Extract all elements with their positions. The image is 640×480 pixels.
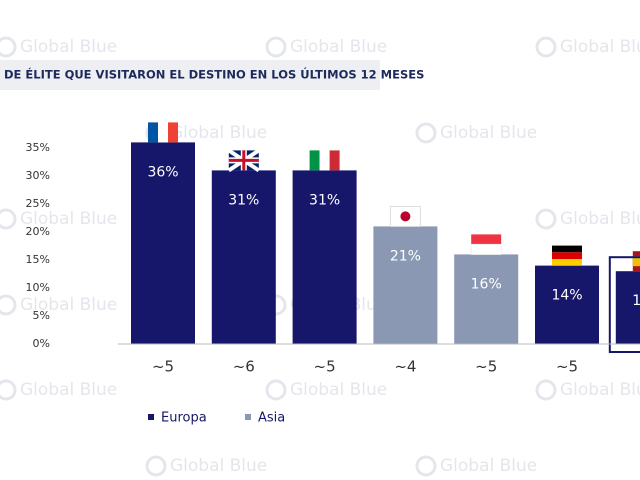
value-label: 14% <box>551 288 582 304</box>
flag <box>148 122 158 143</box>
bar <box>131 142 195 344</box>
bar <box>292 170 357 344</box>
value-label: 21% <box>390 248 421 264</box>
y-tick-label: 10% <box>26 281 50 294</box>
title-band <box>0 60 380 90</box>
y-tick-label: 5% <box>33 309 50 322</box>
x-tick-label: ~5 <box>475 358 497 376</box>
bar <box>373 226 438 344</box>
watermark-logo <box>0 208 17 230</box>
legend-swatch <box>245 414 251 420</box>
flag <box>309 150 320 171</box>
watermark: Global Blue <box>440 123 537 143</box>
x-tick-label: ~4 <box>394 358 416 376</box>
watermark-logo <box>0 36 17 58</box>
value-label: 31% <box>309 192 340 208</box>
x-tick-label: ~5 <box>152 358 174 376</box>
watermark-logo <box>415 455 437 477</box>
flag <box>319 150 330 171</box>
flag <box>470 243 502 255</box>
watermark: Global Blue <box>290 37 387 57</box>
watermark-logo <box>535 379 557 401</box>
flag <box>471 234 502 245</box>
chart-title: DE ÉLITE QUE VISITARON EL DESTINO EN LOS… <box>4 67 424 82</box>
flag <box>552 259 582 266</box>
watermark-logo <box>0 379 17 401</box>
flag <box>329 150 340 171</box>
legend-label: Europa <box>161 411 207 426</box>
watermark-logo <box>415 122 437 144</box>
legend-swatch <box>148 414 154 420</box>
watermark: Global Blue <box>560 209 640 229</box>
watermark-logo <box>265 36 287 58</box>
y-tick-label: 25% <box>26 197 50 210</box>
watermark-logo <box>535 36 557 58</box>
watermark: Global Blue <box>560 37 640 57</box>
legend-label: Asia <box>258 411 285 426</box>
bar <box>535 265 599 344</box>
watermark-logo <box>265 379 287 401</box>
x-tick-label: ~5 <box>314 358 336 376</box>
y-tick-label: 0% <box>33 337 50 350</box>
value-label: 36% <box>147 164 178 180</box>
watermark: Global Blue <box>560 380 640 400</box>
flag <box>632 256 640 267</box>
bar <box>454 254 519 344</box>
x-tick-label: ~5 <box>556 358 578 376</box>
watermark-logo <box>535 208 557 230</box>
watermark: Global Blue <box>20 295 117 315</box>
watermark: Global Blue <box>440 456 537 476</box>
y-tick-label: 30% <box>26 169 50 182</box>
value-label: 16% <box>471 276 502 292</box>
x-tick-label: ~6 <box>233 358 255 376</box>
watermark: Global Blue <box>170 123 267 143</box>
y-tick-label: 35% <box>26 141 50 154</box>
flag <box>552 245 582 253</box>
watermark: Global Blue <box>20 209 117 229</box>
value-label: 31% <box>228 192 259 208</box>
y-tick-label: 20% <box>26 225 50 238</box>
watermark: Global Blue <box>20 380 117 400</box>
y-tick-label: 15% <box>26 253 50 266</box>
watermark: Global Blue <box>20 37 117 57</box>
flag <box>168 122 178 143</box>
bar <box>211 170 276 344</box>
flag <box>158 122 168 143</box>
flag <box>400 211 411 222</box>
watermark: Global Blue <box>290 380 387 400</box>
bar <box>615 271 640 344</box>
watermark-logo <box>145 455 167 477</box>
watermark: Global Blue <box>170 456 267 476</box>
watermark-logo <box>0 294 17 316</box>
flag <box>552 252 582 259</box>
highlight-box <box>608 256 640 354</box>
flag <box>228 150 259 171</box>
value-label: 13% <box>632 293 640 309</box>
